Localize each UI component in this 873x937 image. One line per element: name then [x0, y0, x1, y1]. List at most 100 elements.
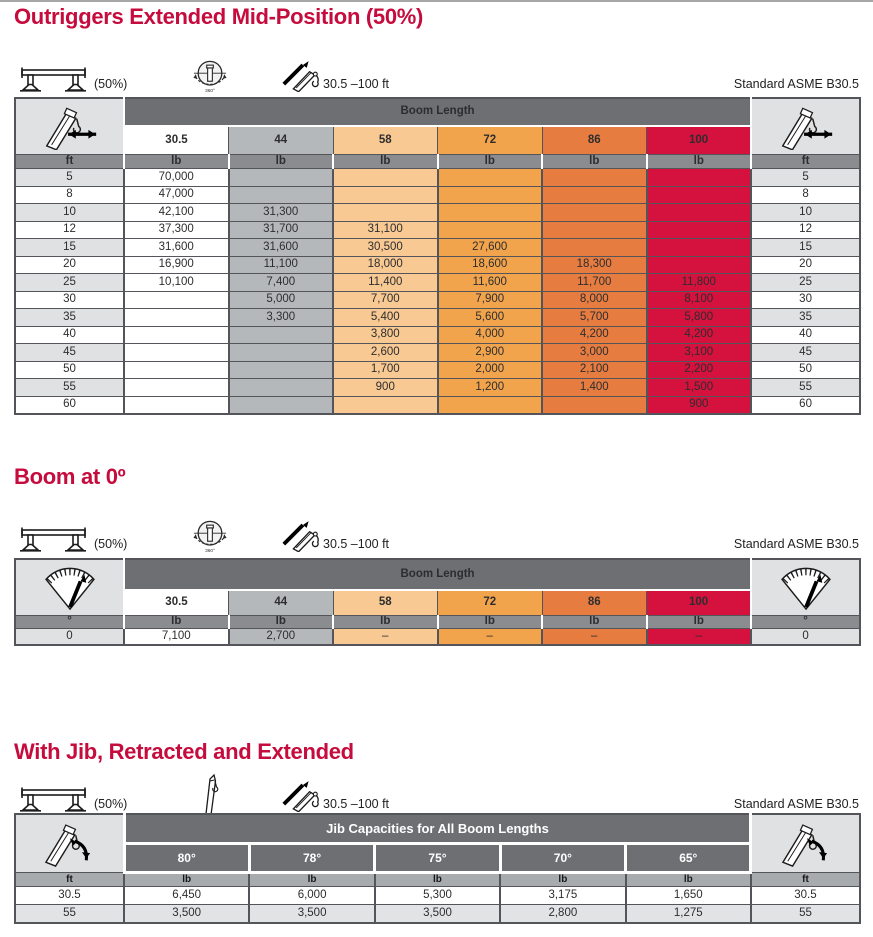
row-label: 50 [14, 360, 124, 379]
section-title-with-jib: With Jib, Retracted and Extended [14, 739, 354, 764]
capacity-cell [123, 343, 229, 361]
capacity-cell: 31,600 [123, 238, 229, 256]
capacity-cell: 3,500 [373, 904, 501, 923]
capacity-cell [123, 325, 229, 344]
capacity-cell: 3,100 [645, 343, 752, 361]
capacity-cell: 4,200 [645, 325, 752, 344]
asme-standard-label: Standard ASME B30.5 [733, 77, 859, 91]
capacity-cell: 3,800 [332, 325, 438, 344]
asme-standard-label: Standard ASME B30.5 [733, 537, 859, 551]
capacity-cell [436, 395, 542, 414]
column-header: 100 [646, 125, 753, 155]
column-header: 72 [437, 589, 542, 616]
capacity-cell: 900 [645, 395, 752, 414]
capacity-cell: 31,700 [227, 220, 333, 239]
capacity-cell [541, 168, 647, 186]
column-header: 86 [541, 589, 647, 616]
capacity-cell [541, 238, 647, 256]
row-label: 15 [14, 238, 124, 256]
capacity-cell: 42,100 [123, 203, 229, 221]
capacity-cell: 1,650 [624, 886, 751, 905]
capacity-cell: 5,600 [436, 308, 542, 326]
row-label: 25 [14, 273, 124, 291]
capacity-cell: 7,400 [227, 273, 333, 291]
capacity-cell: 2,000 [436, 360, 542, 379]
capacity-cell: 7,900 [436, 290, 542, 309]
outrigger-capacity-label: (50%) [94, 537, 128, 551]
rotation-360-icon: 360° [191, 519, 229, 554]
capacity-cell: 5,400 [332, 308, 438, 326]
row-label: 50 [750, 360, 861, 379]
capacity-cell [436, 220, 542, 239]
capacity-cell: 3,500 [248, 904, 375, 923]
outriggers-icon [16, 66, 92, 93]
capacity-cell [227, 343, 333, 361]
rotation-360-icon: 360° [191, 59, 229, 94]
column-header: 58 [332, 125, 438, 155]
capacity-cell: 6,000 [248, 886, 375, 905]
capacity-cell [227, 168, 333, 186]
unit-label: lb [227, 615, 333, 629]
capacity-cell: 2,800 [499, 904, 626, 923]
column-header: 44 [228, 125, 333, 155]
column-header: 86 [541, 125, 647, 155]
capacity-cell: 2,700 [227, 628, 333, 645]
jib-angle-arrow-icon [15, 814, 126, 873]
capacity-cell [123, 290, 229, 309]
unit-label: lb [645, 615, 752, 629]
capacity-cell: – [645, 628, 752, 645]
capacity-cell: 31,100 [332, 220, 438, 239]
capacity-cell: 2,900 [436, 343, 542, 361]
unit-label: lb [436, 154, 542, 169]
column-header: 100 [646, 589, 753, 616]
row-label: 8 [750, 185, 861, 204]
capacity-cell: 3,300 [227, 308, 333, 326]
capacity-cell [332, 395, 438, 414]
row-label: 55 [749, 904, 860, 923]
capacity-cell [123, 308, 229, 326]
capacity-cell: – [332, 628, 438, 645]
unit-label: lb [123, 615, 229, 629]
capacity-cell [645, 238, 752, 256]
capacity-cell: 7,700 [332, 290, 438, 309]
boom-extension-icon [280, 519, 322, 552]
unit-label: ° [750, 615, 861, 629]
capacity-cell: 5,700 [541, 308, 647, 326]
section-title-outriggers-extended: Outriggers Extended Mid-Position (50%) [14, 4, 424, 29]
capacity-cell [645, 203, 752, 221]
capacity-cell: 3,175 [499, 886, 626, 905]
asme-standard-label: Standard ASME B30.5 [733, 797, 859, 811]
outrigger-capacity-label: (50%) [94, 77, 128, 91]
capacity-cell [645, 168, 752, 186]
capacity-cell [436, 203, 542, 221]
column-header: 30.5 [123, 125, 229, 155]
unit-label: lb [332, 615, 438, 629]
row-label: 5 [750, 168, 861, 186]
boom-range-label: 30.5 –100 ft [323, 77, 390, 91]
row-label: 40 [750, 325, 861, 344]
jib-capacities-table: Jib Capacities for All Boom Lengths 80° … [14, 813, 861, 924]
row-label: 30 [750, 290, 861, 309]
icon-row-section-1: (50%) 360° 30.5 –100 ft Standard ASME B3… [14, 59, 859, 95]
capacity-cell: 4,200 [541, 325, 647, 344]
boom-angle-gauge-icon [15, 559, 125, 616]
svg-text:360°: 360° [205, 88, 215, 94]
boom-length-banner: Boom Length [122, 98, 753, 127]
capacity-cell: 2,600 [332, 343, 438, 361]
capacity-cell: 8,100 [645, 290, 752, 309]
unit-label: lb [541, 154, 647, 169]
capacity-cell [123, 395, 229, 414]
jib-angle-header: 80° [122, 843, 251, 874]
capacity-cell [436, 168, 542, 186]
capacity-cell: 5,800 [645, 308, 752, 326]
capacity-cell: 2,100 [541, 360, 647, 379]
capacity-cell: 30,500 [332, 238, 438, 256]
unit-label: lb [248, 872, 375, 887]
capacity-cell: 11,800 [645, 273, 752, 291]
capacity-cell [227, 325, 333, 344]
boom-angle-gauge-icon [750, 559, 861, 616]
capacity-cell: 1,700 [332, 360, 438, 379]
icon-row-section-3: (50%) 30.5 –100 ft Standard ASME B30.5 [14, 773, 859, 816]
capacity-cell: 37,300 [123, 220, 229, 239]
